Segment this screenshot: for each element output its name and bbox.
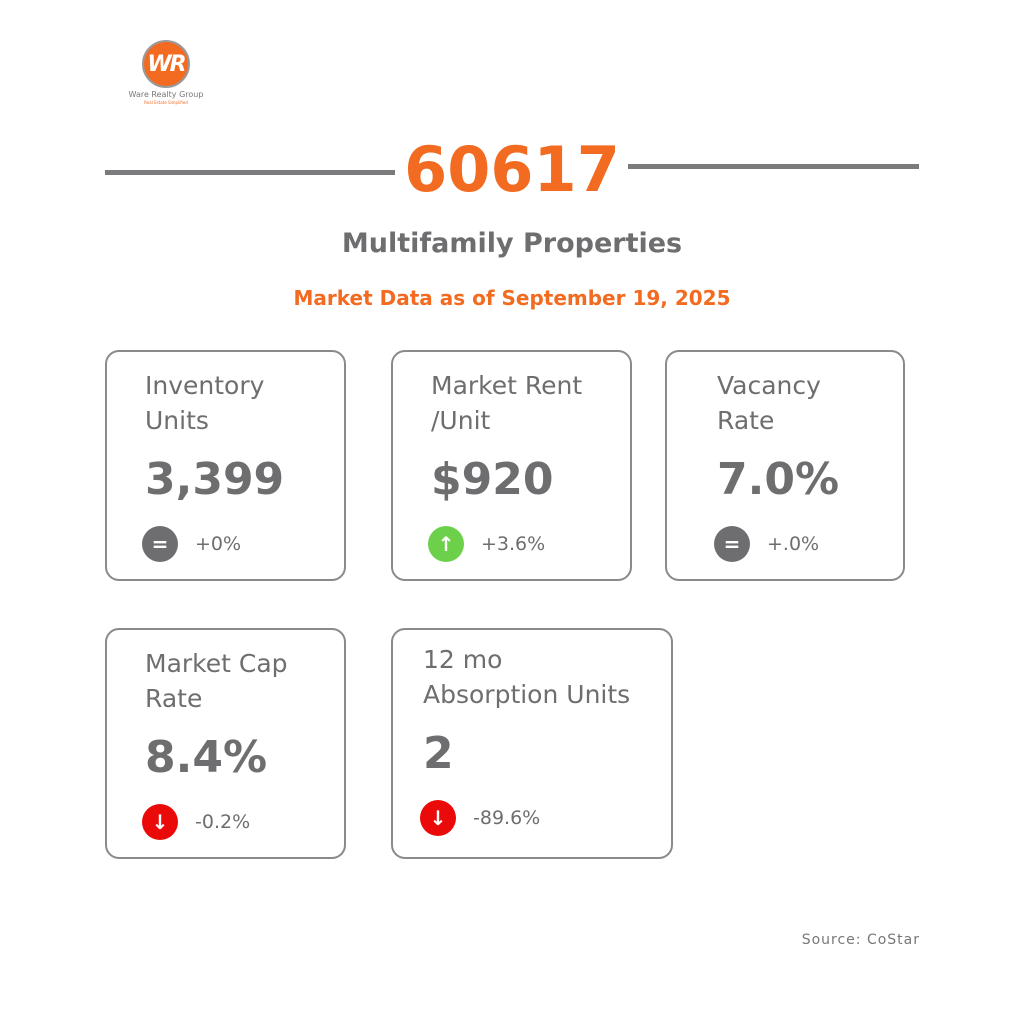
metric-card: 12 mo Absorption Units 2 ↓ -89.6%	[391, 628, 673, 859]
logo: WR	[142, 40, 190, 88]
metric-card: Inventory Units 3,399 = +0%	[105, 350, 346, 581]
metric-label-line2: Rate	[717, 406, 775, 435]
metric-card: Vacancy Rate 7.0% = +.0%	[665, 350, 905, 581]
metric-label-line1: Vacancy	[717, 371, 821, 400]
metric-label-line2: Rate	[145, 684, 203, 713]
source-note: Source: CoStar	[801, 932, 920, 948]
metric-value: $920	[431, 454, 554, 505]
metric-change: +3.6%	[481, 533, 546, 555]
metric-change: -0.2%	[195, 811, 251, 833]
metric-change: -89.6%	[473, 807, 541, 829]
metric-label: Market Rent/Unit	[431, 368, 582, 438]
metric-label-line1: Market Cap	[145, 649, 288, 678]
metric-label-line2: /Unit	[431, 406, 491, 435]
metric-label: Inventory Units	[145, 368, 264, 438]
divider-left	[105, 170, 395, 175]
zip-code: 60617	[404, 133, 620, 206]
divider-right	[628, 164, 919, 169]
arrow-down-icon: ↓	[142, 804, 178, 840]
metric-card: Market Cap Rate 8.4% ↓ -0.2%	[105, 628, 346, 859]
metric-value: 8.4%	[145, 732, 268, 783]
metric-label: Market Cap Rate	[145, 646, 288, 716]
metric-card: Market Rent/Unit $920 ↑ +3.6%	[391, 350, 632, 581]
brand-tagline: Real Estate Simplified	[144, 100, 188, 105]
arrow-down-icon: ↓	[420, 800, 456, 836]
metric-change: +0%	[195, 533, 242, 555]
metric-value: 2	[423, 728, 454, 779]
page-title: Multifamily Properties	[341, 228, 683, 259]
metric-label-line1: 12 mo	[423, 645, 503, 674]
metric-label: Vacancy Rate	[717, 368, 821, 438]
arrow-up-icon: ↑	[428, 526, 464, 562]
metric-label-line2: Units	[145, 406, 209, 435]
metric-label: 12 mo Absorption Units	[423, 642, 630, 712]
metric-label-line2: Absorption Units	[423, 680, 631, 709]
equals-icon: =	[142, 526, 178, 562]
metric-value: 7.0%	[717, 454, 840, 505]
metric-change: +.0%	[767, 533, 820, 555]
metric-value: 3,399	[145, 454, 285, 505]
brand-name: Ware Realty Group	[128, 90, 204, 99]
equals-icon: =	[714, 526, 750, 562]
metric-label-line1: Market Rent	[431, 371, 583, 400]
metric-label-line1: Inventory	[145, 371, 265, 400]
page-subtitle: Market Data as of September 19, 2025	[293, 286, 731, 310]
